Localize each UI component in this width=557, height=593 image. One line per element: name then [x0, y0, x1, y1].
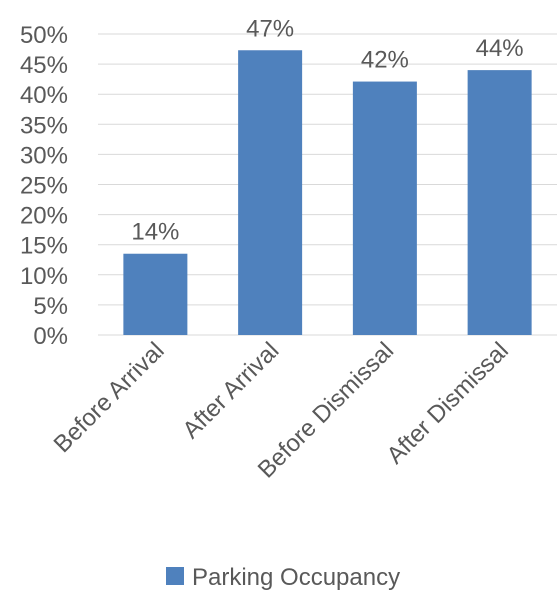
y-tick-label: 15% [20, 233, 68, 260]
data-label: 44% [476, 35, 524, 62]
category-label: Before Arrival [49, 337, 170, 458]
y-axis-tick-labels: 0% 5% 10% 15% 20% 25% 30% 35% 40% 45% 50% [20, 22, 68, 350]
category-label: After Dismissal [382, 337, 514, 469]
data-labels: 14% 47% 42% 44% [131, 15, 523, 245]
legend-swatch-parking-occupancy [166, 567, 184, 585]
y-tick-label: 45% [20, 52, 68, 79]
y-tick-label: 5% [33, 293, 68, 320]
category-label: After Arrival [178, 337, 285, 444]
legend: Parking Occupancy [166, 564, 400, 591]
y-tick-label: 20% [20, 203, 68, 230]
y-tick-label: 50% [20, 22, 68, 49]
bar [352, 81, 417, 335]
bar [123, 253, 188, 335]
y-tick-label: 25% [20, 173, 68, 200]
y-tick-label: 30% [20, 142, 68, 169]
y-tick-label: 0% [33, 323, 68, 350]
bars [123, 50, 532, 336]
bar [467, 70, 532, 336]
y-tick-label: 10% [20, 263, 68, 290]
y-tick-label: 35% [20, 112, 68, 139]
data-label: 42% [361, 47, 409, 74]
data-label: 47% [246, 15, 294, 42]
y-tick-label: 40% [20, 82, 68, 109]
bar [238, 50, 303, 336]
data-label: 14% [131, 219, 179, 246]
legend-label-parking-occupancy: Parking Occupancy [192, 564, 400, 591]
